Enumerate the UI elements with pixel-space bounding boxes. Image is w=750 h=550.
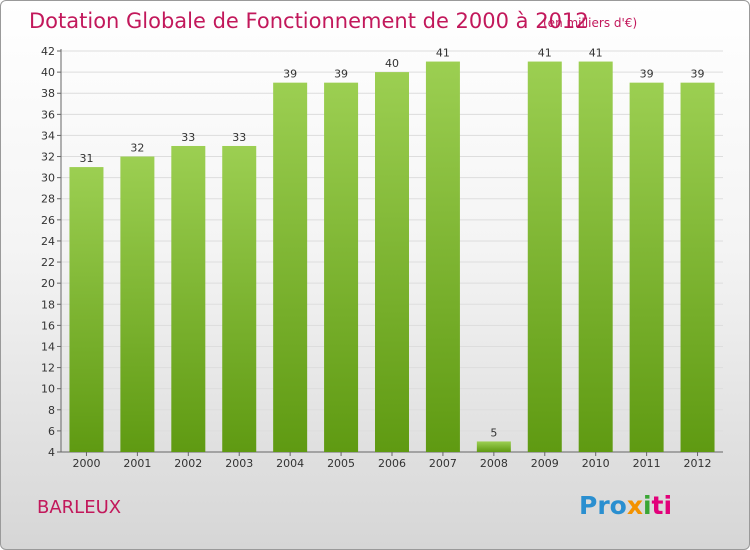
y-tick-label: 42 bbox=[41, 45, 55, 58]
bars bbox=[69, 61, 715, 453]
value-label-2010: 41 bbox=[589, 47, 603, 60]
value-label-2000: 31 bbox=[79, 152, 93, 165]
bar-2002 bbox=[171, 145, 206, 452]
bar-2001 bbox=[120, 156, 155, 453]
logo-part-1: Pro bbox=[579, 491, 627, 520]
bar-2009 bbox=[527, 61, 562, 452]
value-label-2008: 5 bbox=[490, 426, 497, 439]
chart-title: Dotation Globale de Fonctionnement de 20… bbox=[29, 9, 589, 33]
y-tick-label: 34 bbox=[41, 129, 55, 142]
x-tick-label-2010: 2010 bbox=[582, 457, 610, 470]
city-name: BARLEUX bbox=[37, 497, 122, 518]
y-tick-label: 18 bbox=[41, 298, 55, 311]
y-tick-label: 10 bbox=[41, 383, 55, 396]
bar-2011 bbox=[629, 82, 664, 452]
x-tick-label-2012: 2012 bbox=[684, 457, 712, 470]
y-tick-label: 38 bbox=[41, 87, 55, 100]
y-tick-label: 6 bbox=[48, 425, 55, 438]
value-label-2005: 39 bbox=[334, 68, 348, 81]
labels: 4 6 8 10 12 14 16 18 20 22 24 26 28 30 32 34 36 38 40 42 31 2… bbox=[41, 45, 712, 470]
logo-part-2: x bbox=[626, 491, 643, 520]
y-tick-label: 30 bbox=[41, 172, 55, 185]
bar-2005 bbox=[324, 82, 359, 452]
bar-2010 bbox=[578, 61, 613, 452]
x-tick-label-2001: 2001 bbox=[123, 457, 151, 470]
value-label-2001: 32 bbox=[130, 142, 144, 155]
x-tick-label-2000: 2000 bbox=[72, 457, 100, 470]
logo-part-3: i bbox=[642, 491, 652, 520]
value-label-2003: 33 bbox=[232, 131, 246, 144]
x-tick-label-2002: 2002 bbox=[174, 457, 202, 470]
y-tick-label: 28 bbox=[41, 193, 55, 206]
x-tick-label-2008: 2008 bbox=[480, 457, 508, 470]
x-tick-label-2009: 2009 bbox=[531, 457, 559, 470]
y-tick-label: 16 bbox=[41, 319, 55, 332]
units-label: (en milliers d'€) bbox=[543, 16, 638, 30]
y-tick-label: 36 bbox=[41, 108, 55, 121]
y-tick-label: 8 bbox=[48, 404, 55, 417]
x-tick-label-2011: 2011 bbox=[633, 457, 661, 470]
value-label-2002: 33 bbox=[181, 131, 195, 144]
y-tick-label: 40 bbox=[41, 66, 55, 79]
x-tick-label-2007: 2007 bbox=[429, 457, 457, 470]
bar-2000 bbox=[69, 167, 104, 452]
y-tick-label: 24 bbox=[41, 235, 55, 248]
bar-2008 bbox=[476, 441, 511, 452]
y-tick-label: 12 bbox=[41, 362, 55, 375]
bar-2003 bbox=[222, 145, 257, 452]
x-tick-label-2004: 2004 bbox=[276, 457, 304, 470]
bar-2006 bbox=[375, 72, 409, 453]
value-label-2006: 40 bbox=[385, 57, 399, 70]
value-label-2009: 41 bbox=[538, 47, 552, 60]
value-label-2007: 41 bbox=[436, 47, 450, 60]
y-tick-label: 22 bbox=[41, 256, 55, 269]
value-label-2011: 39 bbox=[640, 68, 654, 81]
x-tick-label-2006: 2006 bbox=[378, 457, 406, 470]
x-tick-label-2003: 2003 bbox=[225, 457, 253, 470]
logo-part-4: ti bbox=[651, 491, 673, 520]
bar-2007 bbox=[425, 61, 460, 452]
proxiti-logo[interactable]: Proxiti bbox=[579, 491, 672, 520]
y-tick-label: 26 bbox=[41, 214, 55, 227]
y-tick-label: 20 bbox=[41, 277, 55, 290]
bar-2012 bbox=[680, 82, 715, 452]
y-tick-label: 32 bbox=[41, 151, 55, 164]
y-tick-label: 4 bbox=[48, 446, 55, 459]
x-tick-label-2005: 2005 bbox=[327, 457, 355, 470]
bar-2004 bbox=[273, 82, 308, 452]
value-label-2012: 39 bbox=[691, 68, 705, 81]
y-tick-label: 14 bbox=[41, 340, 55, 353]
value-label-2004: 39 bbox=[283, 68, 297, 81]
